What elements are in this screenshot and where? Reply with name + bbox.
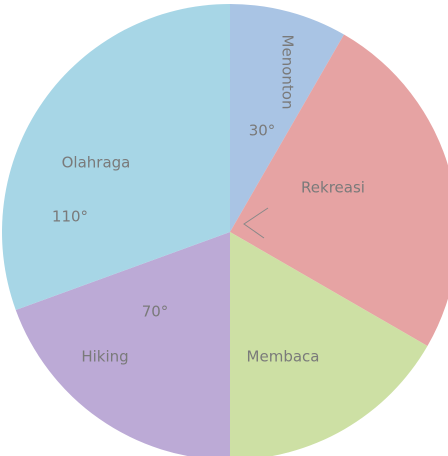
- slice-label: Menonton: [279, 35, 297, 110]
- pie-slice: [15, 232, 230, 456]
- pie-slice: [230, 4, 344, 232]
- value-label: 110°: [52, 208, 88, 226]
- pie-slice: [230, 34, 448, 346]
- slice-label: Rekreasi: [301, 179, 365, 197]
- pie-slice: [1, 4, 230, 310]
- angle-mark: [243, 207, 269, 239]
- slices: [1, 4, 448, 456]
- slice-label: Membaca: [247, 348, 320, 366]
- slice-label: Olahraga: [62, 154, 131, 172]
- value-label: 70°: [142, 303, 169, 321]
- slice-label: Hiking: [81, 348, 128, 366]
- pie-slice: [230, 232, 428, 456]
- value-label: 30°: [249, 122, 276, 140]
